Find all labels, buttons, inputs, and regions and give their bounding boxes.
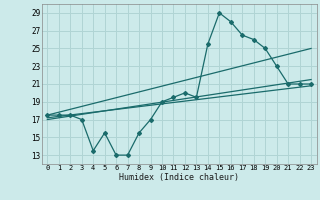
X-axis label: Humidex (Indice chaleur): Humidex (Indice chaleur): [119, 173, 239, 182]
